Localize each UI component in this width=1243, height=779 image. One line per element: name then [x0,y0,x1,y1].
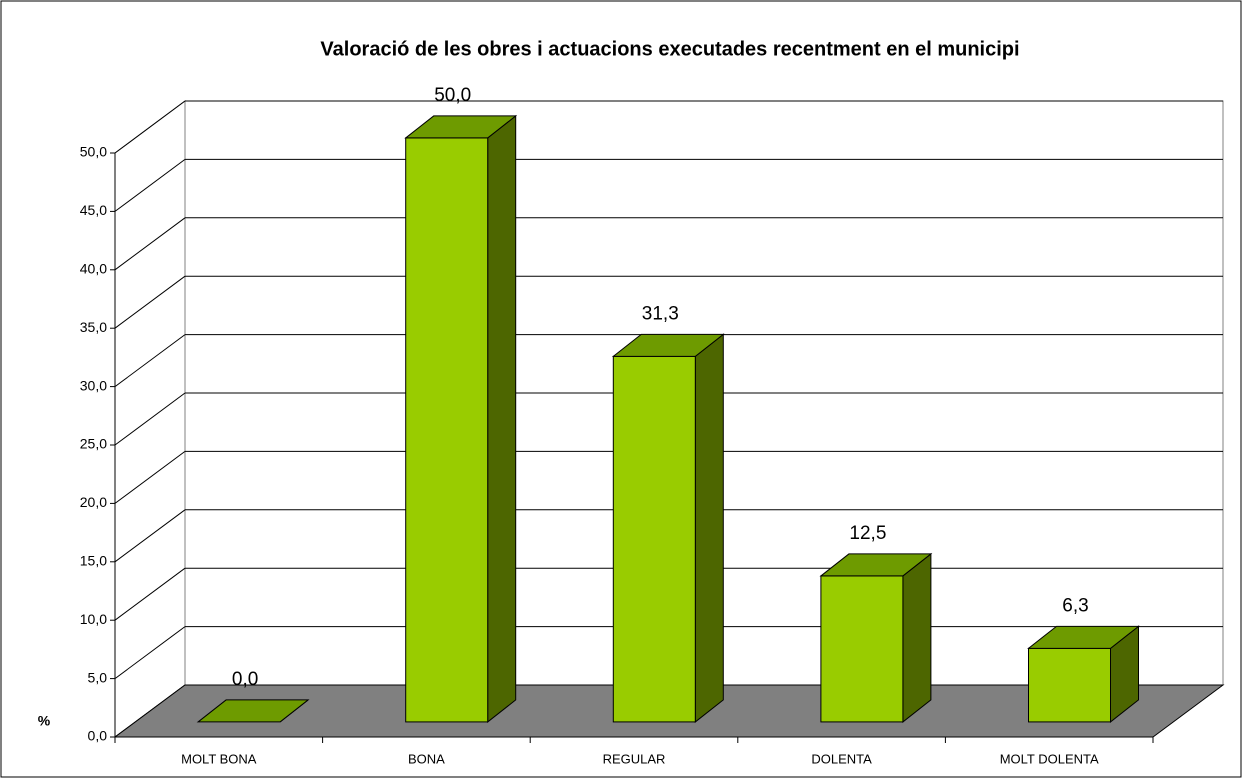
bar-top [611,333,725,357]
grid-line [114,392,186,446]
y-tick-label: 45,0 [80,202,107,218]
bar-side [694,333,724,723]
x-tick-label: BONA [408,751,445,766]
y-tick-label: 35,0 [80,319,107,335]
y-tick-label: 40,0 [80,261,107,277]
y-tick-label: 10,0 [80,611,107,627]
bar [820,575,904,723]
grid-line [114,626,186,680]
bar [1028,647,1111,723]
x-tick-label: MOLT BONA [181,751,257,766]
grid-line [114,275,186,329]
bar-side [487,114,517,723]
value-label: 12,5 [849,523,886,544]
chart-title: Valoració de les obres i actuacions exec… [320,38,1019,60]
grid-line [114,158,186,212]
x-tick-label: DOLENTA [811,751,872,766]
value-label: 31,3 [642,303,679,324]
value-label: 0,0 [232,669,258,690]
y-axis-label: % [38,713,51,729]
grid-line [114,450,186,504]
grid-line [114,217,186,271]
bar [405,137,489,723]
y-tick-label: 50,0 [80,144,107,160]
x-tick-label: MOLT DOLENTA [1000,751,1099,766]
y-tick-label: 25,0 [80,436,107,452]
y-tick-label: 15,0 [80,553,107,569]
y-tick-label: 5,0 [88,669,108,685]
bar-top [819,553,933,577]
bar [612,355,696,723]
value-label: 6,3 [1062,595,1088,616]
bar-top [404,115,518,139]
y-tick-label: 30,0 [80,377,107,393]
bar-side [902,552,932,723]
grid-line [114,509,186,563]
y-tick-label: 20,0 [80,494,107,510]
grid-line [114,567,186,621]
y-tick-label: 0,0 [88,728,108,744]
grid-line [114,100,186,154]
x-tick-label: REGULAR [603,751,666,766]
grid-line [114,334,186,388]
bar-top [1027,625,1140,649]
value-label: 50,0 [434,85,471,106]
bar-top [196,699,310,723]
